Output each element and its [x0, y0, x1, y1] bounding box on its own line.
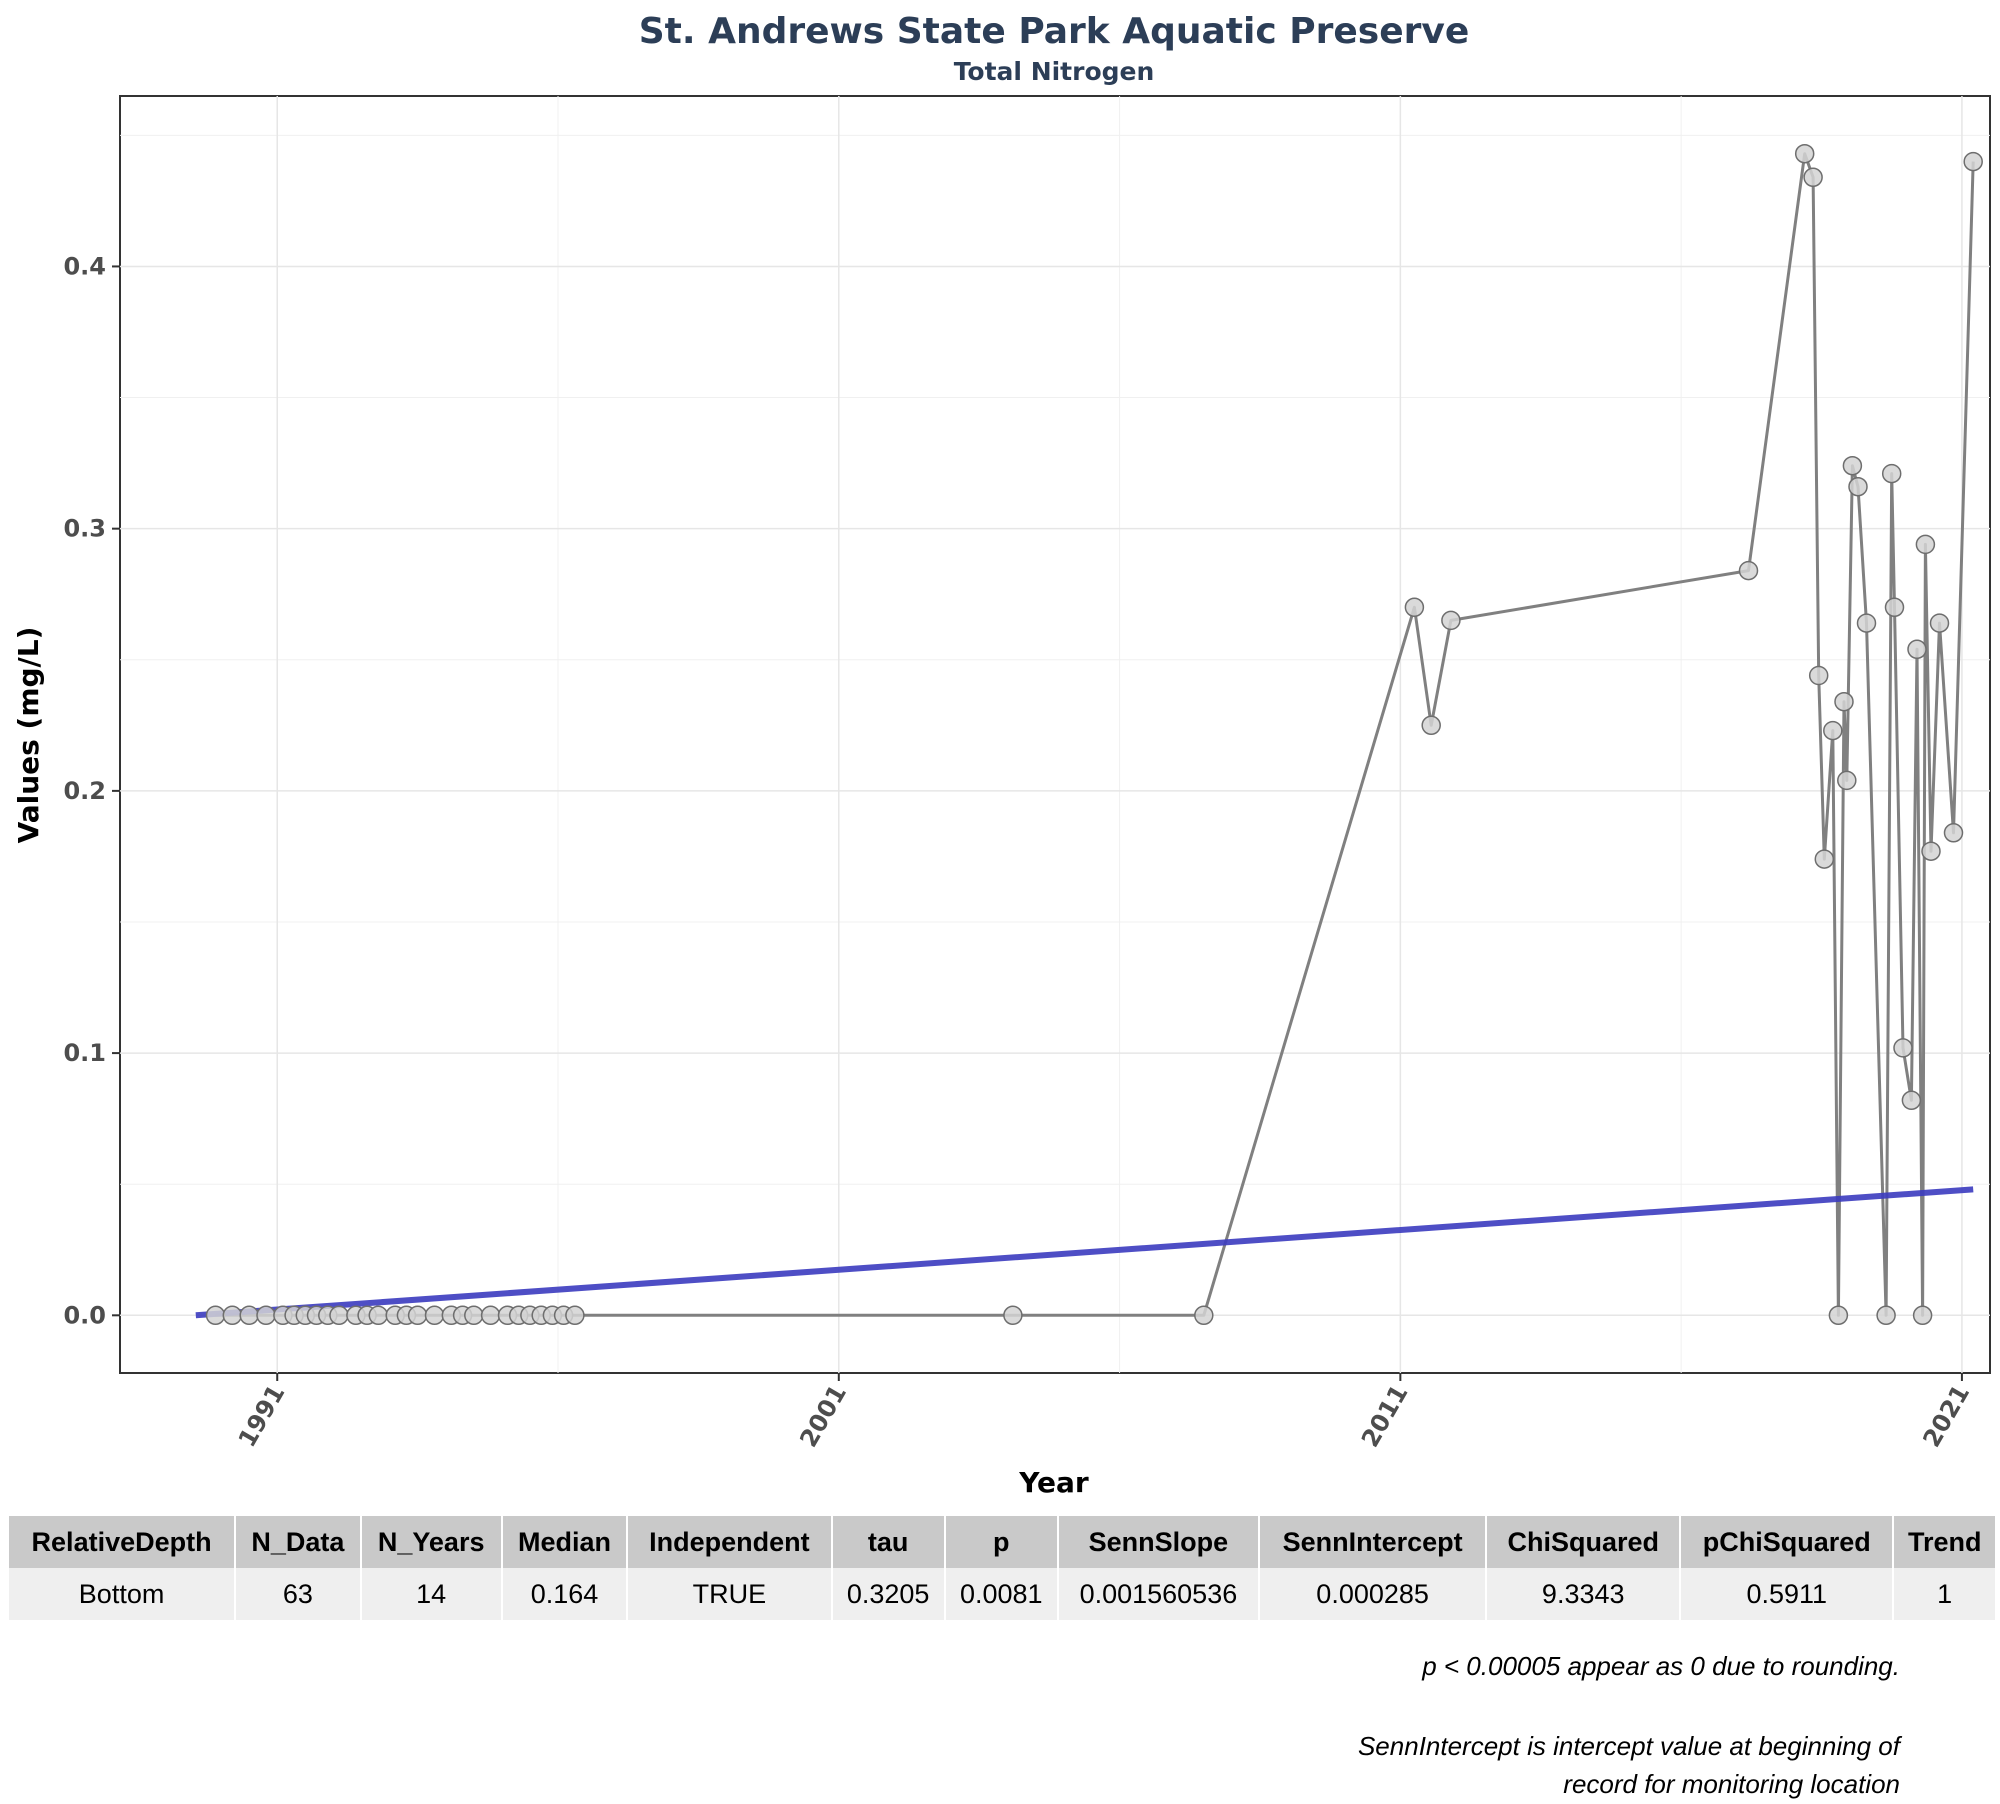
cell-trend: 1	[1893, 1568, 1997, 1620]
data-point	[205, 1305, 226, 1326]
header-median: Median	[501, 1516, 629, 1568]
data-point	[1738, 560, 1759, 581]
data-point	[1915, 534, 1936, 555]
header-pchisquared: pChiSquared	[1680, 1516, 1895, 1568]
data-point	[1842, 455, 1863, 476]
data-point	[1794, 143, 1815, 164]
plot-panel	[119, 95, 1991, 1374]
data-point	[1893, 1038, 1913, 1058]
cell-p: 0.0081	[944, 1568, 1059, 1620]
cell-n-years: 14	[360, 1568, 503, 1620]
data-point	[464, 1305, 484, 1326]
data-point	[1814, 849, 1835, 869]
data-point	[1441, 610, 1461, 631]
cell-pchisquared: 0.5911	[1680, 1568, 1895, 1620]
trend-line	[195, 1186, 1974, 1319]
cell-sennslope: 0.001560536	[1057, 1568, 1260, 1620]
data-point	[1828, 1305, 1849, 1326]
data-point	[1901, 1090, 1922, 1111]
data-point	[239, 1305, 259, 1326]
cell-relativedepth: Bottom	[9, 1568, 237, 1620]
header-n-data: N_Data	[235, 1516, 362, 1568]
y-tick-label: 0.2	[63, 777, 106, 805]
header-p: p	[944, 1516, 1059, 1568]
cell-sennintercept: 0.000285	[1258, 1568, 1488, 1620]
data-point	[1003, 1305, 1023, 1326]
chart-subtitle: Total Nitrogen	[954, 57, 1155, 86]
y-axis-title: Values (mg/L)	[12, 627, 45, 844]
header-relativedepth: RelativeDepth	[9, 1516, 237, 1568]
data-point	[1929, 613, 1950, 633]
x-tick-label: 2001	[794, 1380, 852, 1452]
cell-chisquared: 9.3343	[1486, 1568, 1682, 1620]
footnote-intercept-line1: SennIntercept is intercept value at begi…	[1357, 1731, 1900, 1761]
header-n-years: N_Years	[360, 1516, 503, 1568]
data-point	[1837, 770, 1857, 791]
data-point	[1808, 665, 1829, 686]
data-point	[256, 1305, 276, 1326]
data-point	[1884, 597, 1905, 618]
header-independent: Independent	[627, 1516, 833, 1568]
data-point	[480, 1305, 501, 1326]
stats-table: RelativeDepth N_Data N_Years Median Inde…	[9, 1516, 1997, 1620]
y-tick-label: 0.1	[63, 1039, 106, 1067]
data-point	[222, 1305, 243, 1326]
y-tick-label: 0.3	[63, 515, 106, 543]
data-point	[1823, 720, 1843, 741]
stats-header-row: RelativeDepth N_Data N_Years Median Inde…	[9, 1516, 1997, 1568]
data-point	[1921, 841, 1941, 861]
footnote-rounding: p < 0.00005 appear as 0 due to rounding.	[1422, 1651, 1900, 1681]
header-chisquared: ChiSquared	[1486, 1516, 1682, 1568]
data-point	[1907, 639, 1927, 660]
header-sennintercept: SennIntercept	[1258, 1516, 1488, 1568]
data-point	[1856, 613, 1877, 633]
stats-row: Bottom 63 14 0.164 TRUE 0.3205 0.0081 0.…	[9, 1568, 1997, 1620]
x-axis-title: Year	[1018, 1466, 1089, 1499]
data-point	[1404, 597, 1425, 618]
data-point	[368, 1305, 389, 1326]
data-point	[1421, 715, 1441, 736]
x-tick-label: 2011	[1356, 1380, 1414, 1452]
data-point	[1963, 151, 1983, 172]
cell-median: 0.164	[501, 1568, 629, 1620]
data-point	[1848, 476, 1868, 497]
cell-independent: TRUE	[627, 1568, 833, 1620]
header-sennslope: SennSlope	[1057, 1516, 1260, 1568]
data-point	[1876, 1305, 1896, 1326]
x-tick-label: 1991	[233, 1380, 291, 1452]
data-point	[1881, 463, 1902, 484]
data-point	[1194, 1305, 1214, 1326]
header-tau: tau	[831, 1516, 946, 1568]
data-point	[424, 1305, 445, 1326]
cell-tau: 0.3205	[831, 1568, 946, 1620]
marker-layer	[205, 143, 1983, 1326]
data-point	[565, 1305, 585, 1326]
y-tick-label: 0.0	[63, 1301, 106, 1329]
cell-n-data: 63	[235, 1568, 362, 1620]
data-point	[1803, 167, 1823, 188]
data-point	[1943, 823, 1964, 843]
data-point	[1912, 1305, 1933, 1326]
chart: St. Andrews State Park Aquatic Preserve …	[12, 11, 1991, 1499]
y-tick-label: 0.4	[63, 252, 106, 280]
data-point	[329, 1305, 349, 1326]
x-tick-label: 2021	[1917, 1380, 1975, 1452]
data-point	[407, 1305, 428, 1326]
footnote-intercept-line2: record for monitoring location	[1563, 1769, 1900, 1799]
header-trend: Trend	[1893, 1516, 1997, 1568]
trend-layer	[195, 1186, 1974, 1319]
chart-title: St. Andrews State Park Aquatic Preserve	[639, 11, 1470, 52]
data-point	[1834, 691, 1854, 712]
